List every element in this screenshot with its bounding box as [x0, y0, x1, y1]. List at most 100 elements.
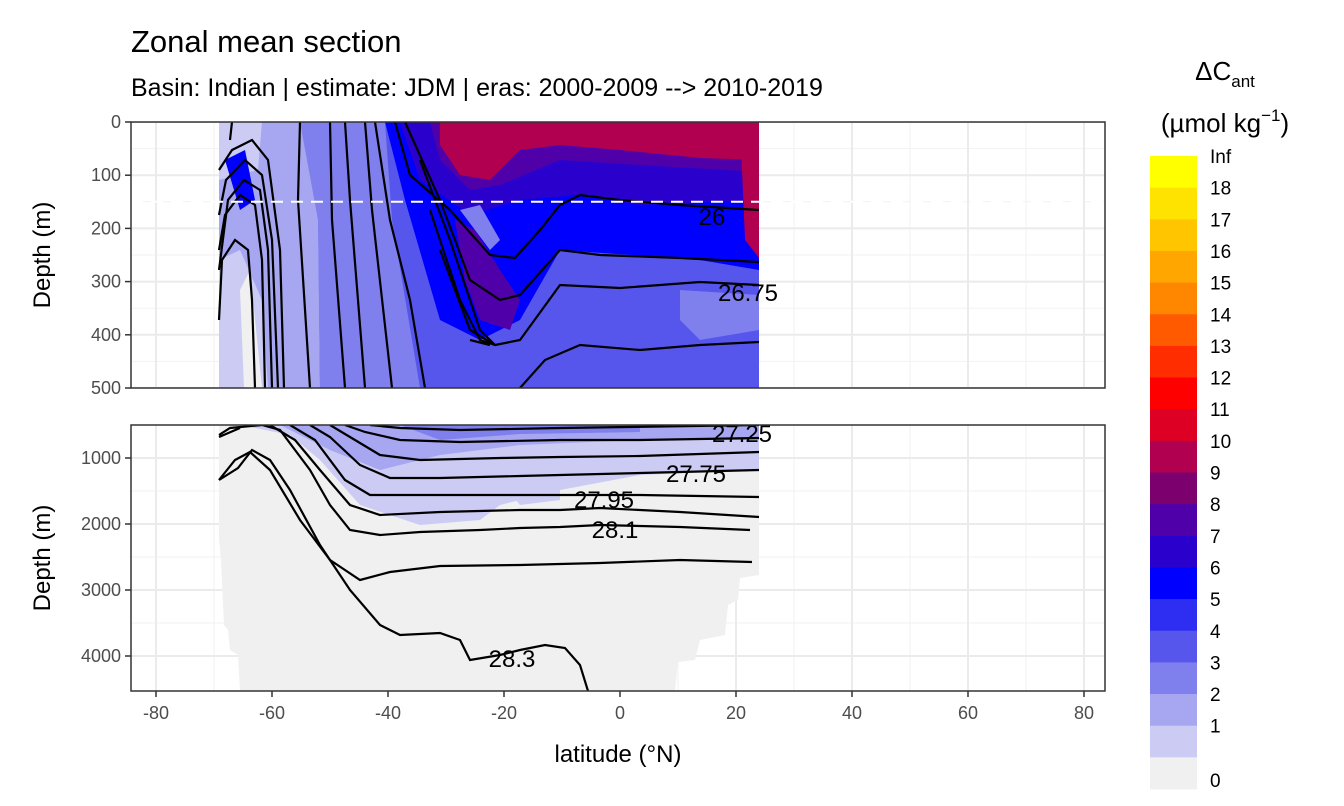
legend-swatch: [1150, 282, 1197, 315]
legend-label: 18: [1210, 179, 1231, 200]
field-north-light: [680, 290, 759, 340]
legend-swatch: [1150, 250, 1197, 284]
contour-line: [217, 193, 267, 388]
legend-label: 6: [1210, 558, 1221, 579]
legend-unit-sup: −1: [1261, 106, 1280, 125]
legend-label: 15: [1210, 274, 1231, 295]
x-tick-label: 20: [726, 703, 746, 723]
legend-label: 3: [1210, 653, 1221, 674]
field-saf-band: [300, 122, 420, 388]
legend-label: 4: [1210, 622, 1221, 643]
y-tick-label: 500: [91, 378, 121, 398]
contour-label: 27.25: [712, 421, 772, 448]
legend-label: 11: [1210, 400, 1230, 421]
contour-line: [218, 448, 590, 691]
legend-label: 12: [1210, 369, 1231, 390]
legend-label: Inf: [1210, 147, 1232, 168]
contour-line: [309, 425, 760, 480]
y-axis-title-lower: Depth (m): [29, 505, 56, 612]
legend-label: 14: [1210, 305, 1232, 326]
upper-panel: 26 26.75: [131, 122, 1105, 388]
y-tick-label: 1000: [81, 448, 121, 468]
legend-label: 0: [1210, 771, 1221, 792]
legend-title-sub: ant: [1231, 72, 1255, 91]
legend-swatch: [1150, 156, 1197, 189]
x-tick-label: 80: [1074, 703, 1094, 723]
legend-label: 9: [1210, 464, 1221, 485]
legend-label: 8: [1210, 495, 1221, 516]
contour-label: 28.1: [592, 517, 639, 544]
x-tick-label: -80: [143, 703, 169, 723]
x-tick-label: 0: [615, 703, 625, 723]
legend-label: 5: [1210, 590, 1221, 611]
contour-line: [217, 178, 274, 388]
legend-swatch: [1150, 409, 1197, 442]
field-south-blob: [225, 150, 255, 210]
legend-swatch: [1150, 662, 1197, 695]
field-deep-mid: [280, 425, 759, 470]
chart-subtitle: Basin: Indian | estimate: JDM | eras: 20…: [131, 74, 823, 102]
legend-title-main: ΔC: [1195, 56, 1231, 86]
legend-swatch: [1150, 567, 1197, 600]
legend-unit-main: (µmol kg: [1161, 108, 1261, 138]
legend-swatch: [1150, 472, 1197, 505]
contour-line: [438, 249, 496, 346]
legend-label: 2: [1210, 685, 1221, 706]
legend-unit: (µmol kg−1): [1161, 106, 1289, 138]
legend-swatch: [1150, 694, 1197, 727]
legend-label: 1: [1210, 717, 1221, 738]
contour-label: 26: [699, 204, 726, 231]
contour-line: [217, 238, 257, 388]
contour-line: [217, 158, 280, 388]
contour-line: [519, 340, 760, 388]
legend-label: 13: [1210, 337, 1231, 358]
contour-label: 28.3: [489, 646, 536, 673]
contour-line: [289, 425, 760, 499]
legend-swatch: [1150, 535, 1197, 568]
legend-label: 16: [1210, 242, 1231, 263]
legend-swatch: [1150, 345, 1197, 379]
contour-label: 26.75: [718, 280, 778, 307]
legend-swatch: [1150, 187, 1197, 220]
field-deep-patch: [500, 475, 560, 505]
y-tick-label: 100: [91, 165, 121, 185]
x-tick-label: -20: [491, 703, 517, 723]
contour-line: [403, 122, 760, 302]
legend-swatch: [1150, 725, 1197, 758]
y-axis-title-upper: Depth (m): [29, 202, 56, 309]
legend-swatch: [1150, 440, 1197, 473]
x-tick-label: -40: [375, 703, 401, 723]
legend-swatch: [1150, 504, 1197, 537]
contour-line: [218, 426, 241, 439]
contour-line: [296, 122, 312, 388]
legend-label: 10: [1210, 432, 1231, 453]
contour-label: 27.75: [666, 461, 726, 488]
y-tick-label: 300: [91, 272, 121, 292]
field-dip-violet: [455, 220, 520, 330]
y-tick-label: 2000: [81, 514, 121, 534]
contour-line: [373, 122, 427, 388]
contour-line: [269, 425, 760, 519]
field-dip-light: [460, 205, 500, 250]
contour-line: [369, 425, 760, 432]
legend-swatch: [1150, 219, 1197, 252]
legend-swatch: [1150, 630, 1197, 663]
contour-line: [218, 138, 286, 388]
contour-line: [218, 425, 751, 537]
legend-unit-close: ): [1280, 108, 1289, 138]
contour-line: [343, 122, 367, 388]
x-tick-label: 40: [842, 703, 862, 723]
contour-line: [469, 338, 491, 347]
y-tick-label: 3000: [81, 580, 121, 600]
contour-label: 27.95: [574, 487, 634, 514]
legend-swatch: [1150, 757, 1197, 790]
legend-label: 7: [1210, 527, 1221, 548]
legend-swatch: [1150, 599, 1197, 632]
legend-swatch: [1150, 314, 1197, 347]
field-surface-max: [440, 122, 759, 180]
contour-line: [328, 122, 347, 388]
contour-line: [428, 209, 496, 347]
legend-title: ΔCant: [1195, 56, 1255, 91]
legend-swatch: [1150, 377, 1197, 410]
